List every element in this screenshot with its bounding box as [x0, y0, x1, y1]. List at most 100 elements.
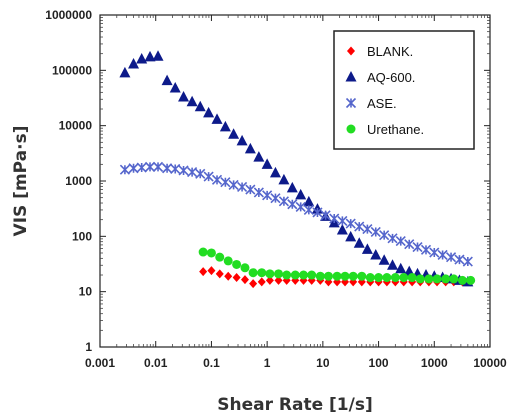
series-2: [119, 161, 473, 267]
legend-label: AQ-600.: [367, 70, 415, 85]
data-point: [228, 128, 240, 139]
data-point: [395, 262, 407, 274]
data-point: [236, 134, 248, 146]
data-point: [152, 50, 164, 61]
data-point: [215, 252, 225, 262]
series-layer: [119, 50, 476, 289]
data-point: [295, 201, 306, 212]
data-point: [432, 274, 442, 284]
data-point: [198, 247, 208, 257]
data-point: [361, 243, 373, 254]
legend-marker: [347, 46, 355, 56]
x-tick-label: 0.01: [144, 356, 168, 370]
data-point: [303, 204, 314, 215]
data-point: [199, 267, 208, 277]
data-point: [219, 120, 231, 132]
data-point: [128, 58, 140, 69]
x-tick-label: 1: [264, 356, 271, 370]
data-point: [303, 195, 315, 207]
data-point: [261, 158, 273, 169]
data-point: [404, 239, 415, 250]
data-point: [245, 184, 256, 195]
x-tick-label: 10: [316, 356, 330, 370]
data-point: [195, 168, 206, 179]
data-point: [370, 226, 381, 238]
data-point: [454, 254, 465, 265]
data-point: [466, 275, 476, 285]
data-point: [220, 177, 231, 188]
data-point: [332, 271, 342, 281]
data-point: [262, 190, 273, 201]
data-point: [420, 244, 432, 255]
data-point: [441, 274, 451, 284]
data-point: [387, 233, 398, 244]
data-point: [457, 275, 467, 285]
data-point: [161, 74, 173, 86]
x-axis-ticks: 0.001 0.01 0.1 1 10 100 1000 10000: [85, 15, 507, 370]
data-point: [315, 271, 325, 281]
data-point: [390, 273, 400, 283]
data-point: [119, 164, 130, 175]
data-point: [462, 256, 473, 267]
data-point: [178, 165, 189, 176]
data-point: [320, 210, 331, 221]
data-point: [424, 274, 434, 284]
data-point: [169, 81, 181, 93]
data-point: [265, 269, 275, 279]
legend-label: ASE.: [367, 96, 397, 111]
data-point: [374, 273, 384, 283]
y-axis-ticks: 1000000 100000 10000 1000 100 10 1: [45, 8, 490, 354]
data-point: [265, 275, 274, 285]
data-point: [329, 213, 340, 224]
data-point: [206, 248, 216, 258]
data-point: [178, 90, 190, 102]
data-point: [253, 187, 264, 198]
data-point: [194, 100, 206, 112]
data-point: [345, 218, 356, 229]
data-point: [278, 196, 289, 207]
data-point: [307, 270, 317, 280]
y-tick-label: 100: [72, 229, 92, 243]
y-tick-label: 1000000: [45, 8, 92, 22]
data-point: [119, 66, 131, 78]
data-point: [144, 50, 156, 62]
x-axis-title: Shear Rate [1/s]: [217, 395, 372, 415]
data-point: [362, 224, 373, 235]
data-point: [240, 275, 249, 285]
legend-box: [333, 30, 475, 150]
y-tick-label: 1000: [65, 174, 92, 188]
data-point: [415, 274, 425, 284]
data-point: [357, 271, 367, 281]
data-point: [136, 53, 148, 64]
data-point: [290, 270, 300, 280]
data-point: [407, 273, 417, 283]
data-point: [232, 259, 242, 269]
series-3: [198, 247, 476, 285]
data-point: [365, 273, 375, 283]
y-tick-label: 1: [85, 340, 92, 354]
data-point: [286, 181, 298, 193]
legend-label: BLANK.: [367, 44, 413, 59]
data-point: [257, 268, 267, 278]
data-point: [282, 270, 292, 280]
data-point: [211, 174, 223, 185]
data-point: [186, 95, 198, 107]
data-point: [274, 275, 283, 285]
data-point: [337, 215, 348, 226]
data-point: [244, 142, 256, 154]
data-point: [270, 193, 281, 204]
data-point: [162, 163, 173, 174]
data-point: [215, 269, 224, 279]
data-point: [379, 230, 390, 241]
data-point: [223, 256, 233, 266]
data-point: [128, 163, 139, 174]
data-point: [248, 268, 258, 278]
data-point: [207, 266, 216, 276]
y-axis-title: VIS [mPa·s]: [11, 126, 31, 237]
data-point: [249, 279, 258, 289]
data-point: [144, 161, 156, 172]
data-point: [170, 163, 181, 175]
data-point: [370, 248, 382, 260]
data-point: [340, 271, 350, 281]
data-point: [445, 252, 457, 263]
